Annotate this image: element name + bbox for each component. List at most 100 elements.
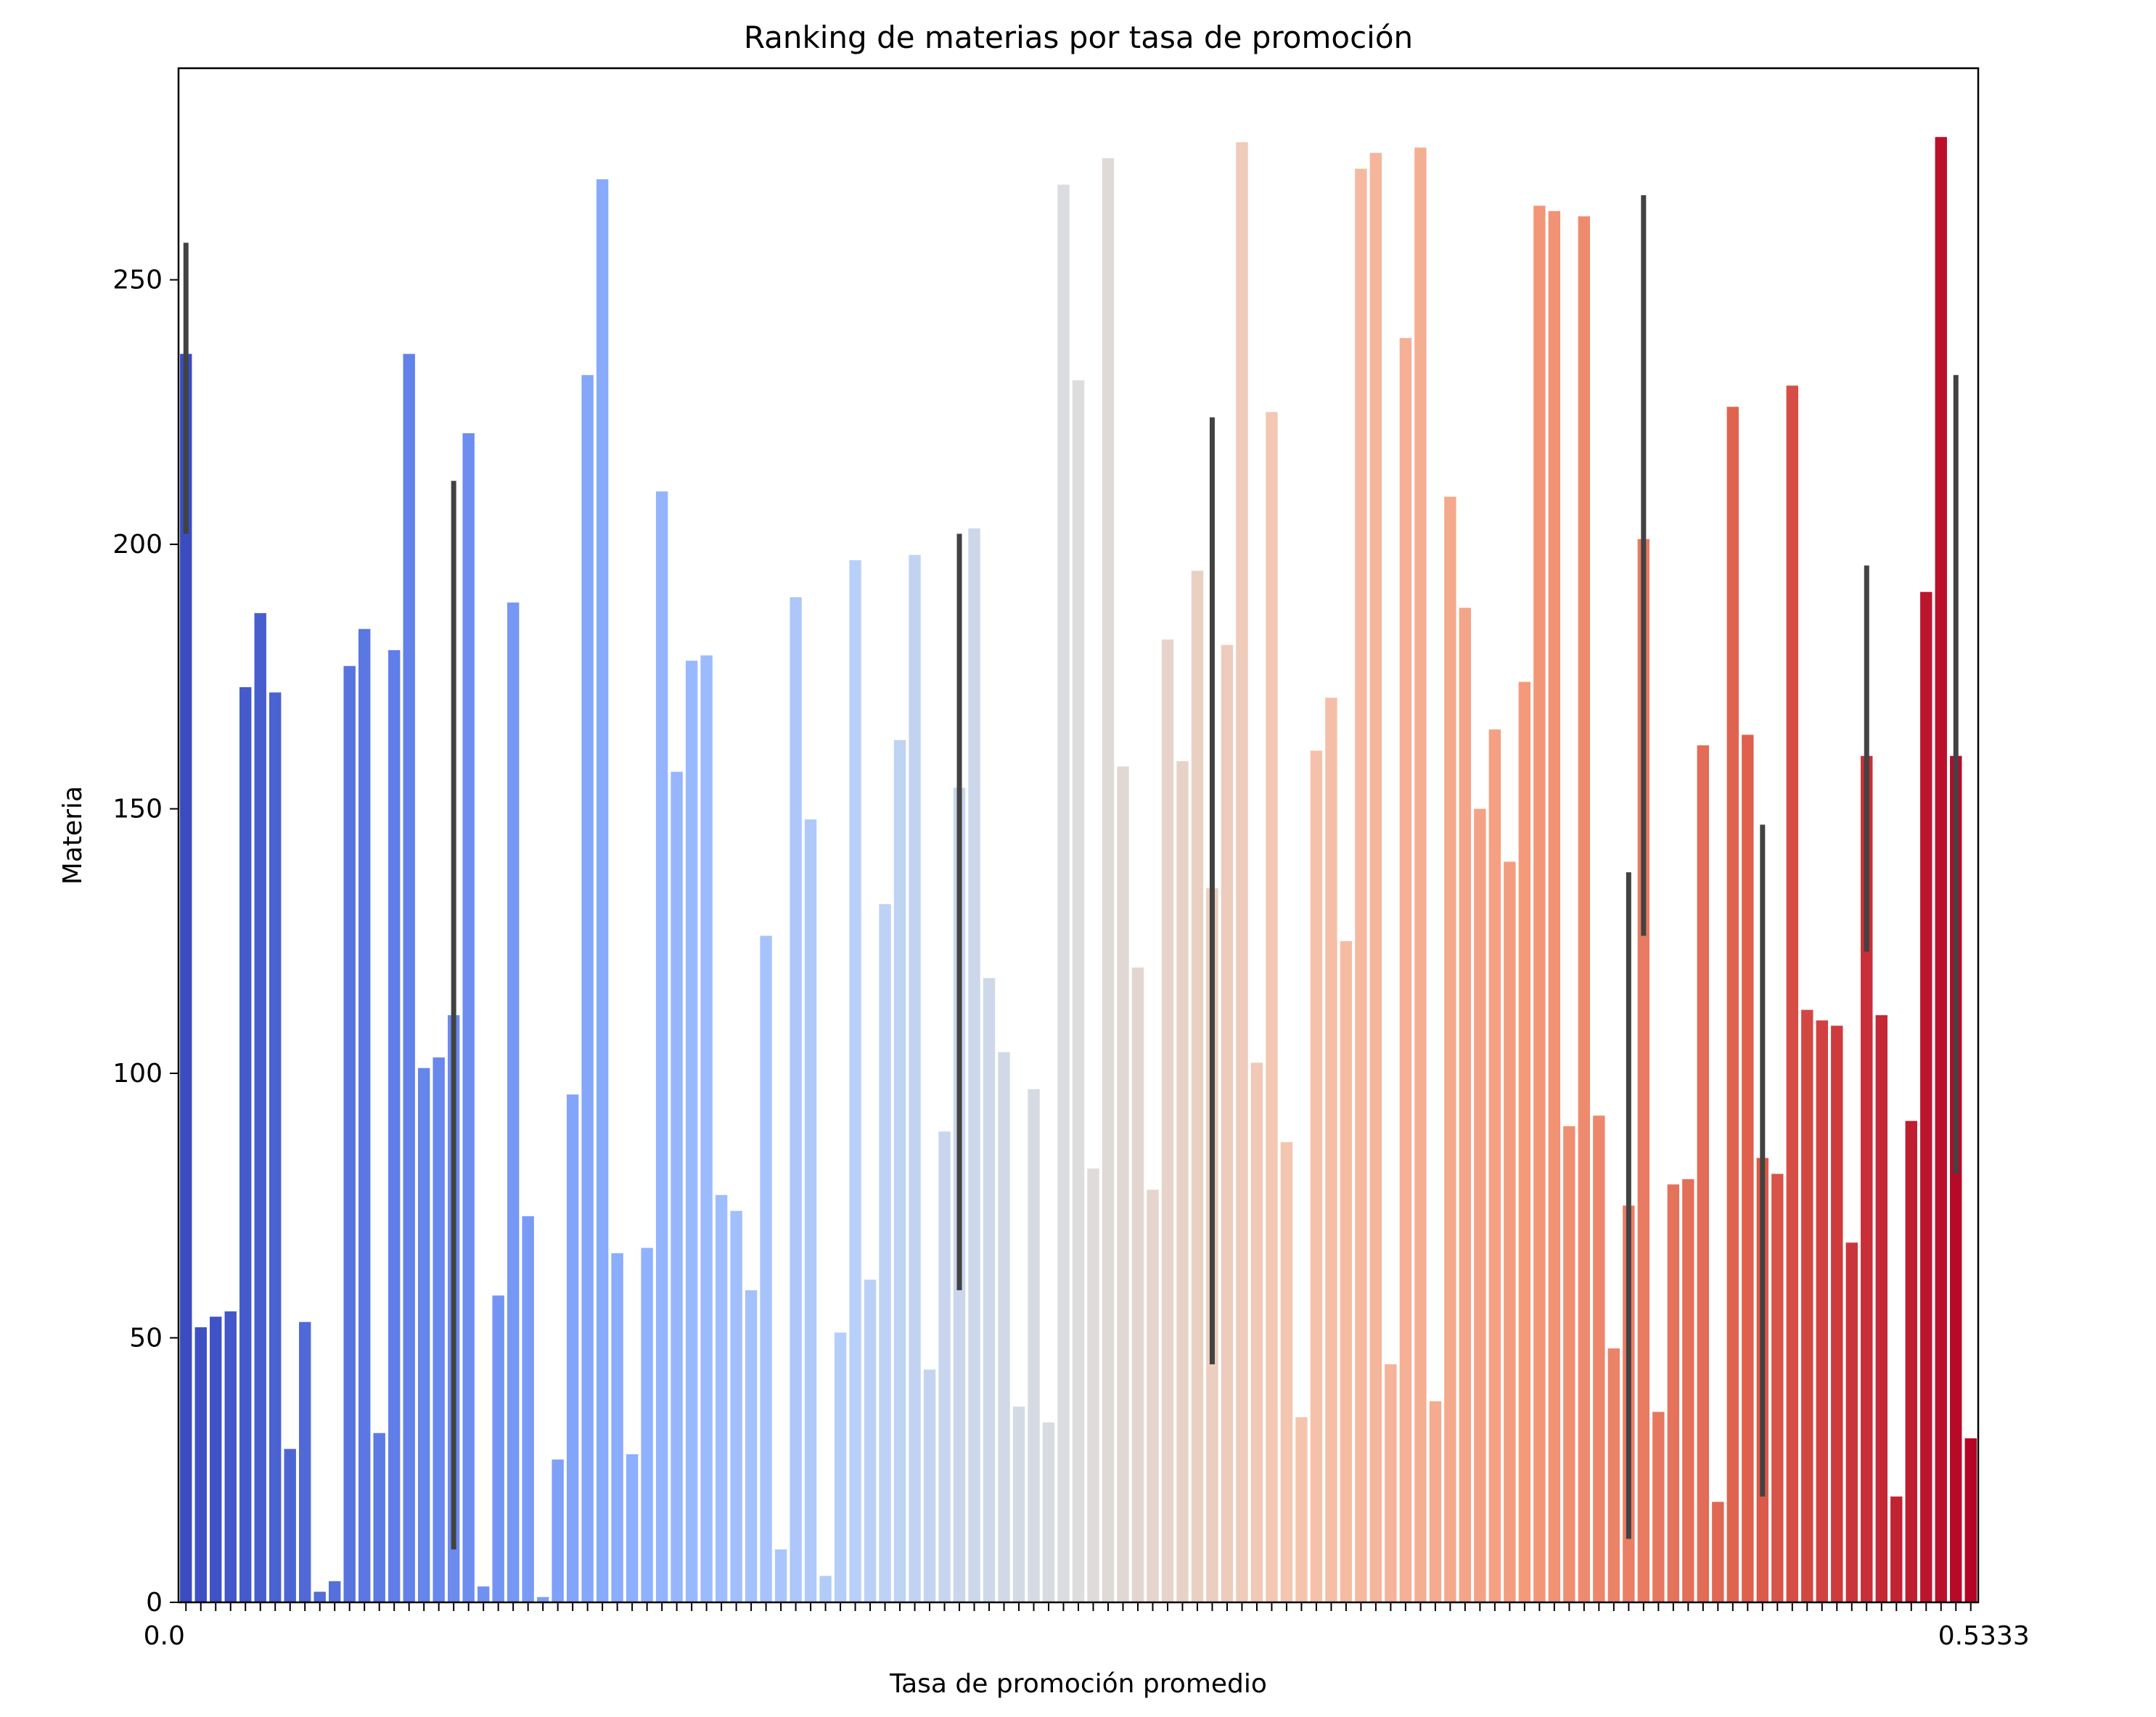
y-tick-label: 200: [112, 530, 163, 560]
bar: [507, 602, 520, 1602]
bar: [1072, 380, 1085, 1602]
bar: [1310, 750, 1323, 1602]
bar: [566, 1094, 579, 1602]
bar: [1890, 1496, 1903, 1602]
bar: [864, 1279, 877, 1602]
bar: [1325, 697, 1337, 1602]
bar: [1607, 1348, 1620, 1602]
y-axis-label: Materia: [58, 786, 88, 885]
bar: [983, 978, 996, 1602]
bar: [1831, 1025, 1843, 1602]
bar: [1697, 745, 1710, 1602]
bar: [1369, 152, 1382, 1602]
bar: [1652, 1411, 1665, 1602]
bar: [1340, 941, 1353, 1602]
bar: [1548, 210, 1561, 1602]
bar: [210, 1316, 222, 1602]
bar: [1399, 337, 1412, 1602]
bar: [923, 1369, 936, 1602]
y-tick-label: 100: [112, 1059, 163, 1089]
bar: [1429, 1401, 1442, 1602]
bar: [1563, 1126, 1575, 1602]
bar: [1161, 639, 1174, 1602]
bar: [1028, 1089, 1040, 1602]
bar: [1816, 1020, 1828, 1602]
bar: [1518, 681, 1531, 1602]
bar: [433, 1057, 445, 1602]
bar: [1280, 1142, 1293, 1602]
bar: [239, 687, 252, 1602]
bar: [641, 1247, 653, 1602]
bar: [269, 692, 282, 1603]
y-tick-label: 50: [129, 1324, 163, 1353]
bar: [1131, 967, 1144, 1602]
x-tick-label: 0.0: [144, 1621, 185, 1651]
y-tick-label: 150: [112, 795, 163, 824]
bar: [299, 1321, 311, 1602]
bar: [581, 374, 594, 1602]
bar: [626, 1454, 639, 1602]
bar: [730, 1210, 742, 1602]
bar: [552, 1459, 564, 1602]
bar: [1742, 734, 1754, 1602]
error-bars-group: [183, 194, 1959, 1550]
chart-title: Ranking de materias por tasa de promoció…: [744, 20, 1413, 55]
bar: [611, 1253, 623, 1602]
bar: [685, 660, 698, 1603]
y-tick-label: 0: [146, 1588, 163, 1618]
bar: [1504, 861, 1516, 1602]
bar: [1488, 729, 1501, 1603]
bar: [1087, 1168, 1099, 1602]
bar: [819, 1575, 832, 1602]
bar: [1474, 808, 1486, 1602]
bar: [492, 1295, 504, 1602]
bar: [1414, 147, 1427, 1603]
bar: [834, 1332, 847, 1602]
bar: [1102, 157, 1115, 1602]
bar: [655, 491, 668, 1603]
bar: [1637, 538, 1650, 1602]
bar: [1057, 184, 1070, 1602]
x-axis-label: Tasa de promoción promedio: [889, 1669, 1267, 1699]
bar: [194, 1327, 207, 1602]
bar: [1385, 1364, 1397, 1602]
bar: [284, 1448, 296, 1602]
bar: [1266, 411, 1278, 1602]
bar: [329, 1581, 341, 1602]
bar: [1533, 205, 1546, 1602]
bar: [1861, 755, 1873, 1602]
bar: [1786, 385, 1798, 1602]
bar: [804, 819, 817, 1602]
bar: [536, 1597, 549, 1602]
bar: [522, 1216, 534, 1602]
bar: [879, 903, 891, 1602]
bar: [1950, 755, 1962, 1602]
bar: [1593, 1115, 1605, 1602]
bar: [403, 353, 415, 1602]
bar: [180, 353, 192, 1602]
bar: [1459, 607, 1472, 1602]
y-axis-ticks: 0 50 100 150 200 250: [112, 266, 179, 1618]
bar: [1920, 591, 1932, 1603]
bar: [1905, 1120, 1917, 1602]
bar: [358, 628, 371, 1603]
bar: [1236, 142, 1248, 1602]
bar: [1221, 644, 1234, 1602]
bar: [774, 1549, 787, 1602]
bar: [1935, 136, 1947, 1602]
bar: [671, 771, 683, 1602]
x-tick-label: 0.5333: [1938, 1621, 2030, 1651]
bar: [1250, 1062, 1263, 1602]
bar: [596, 179, 609, 1603]
bar: [1726, 406, 1739, 1602]
bar: [938, 1131, 951, 1602]
bar: [1012, 1406, 1025, 1602]
plot-frame: [177, 67, 1980, 1604]
bar: [1578, 216, 1591, 1602]
bar: [1682, 1179, 1694, 1602]
bar: [1712, 1501, 1724, 1602]
bar: [1117, 766, 1129, 1602]
bar: [1176, 761, 1189, 1602]
bar: [909, 554, 921, 1602]
